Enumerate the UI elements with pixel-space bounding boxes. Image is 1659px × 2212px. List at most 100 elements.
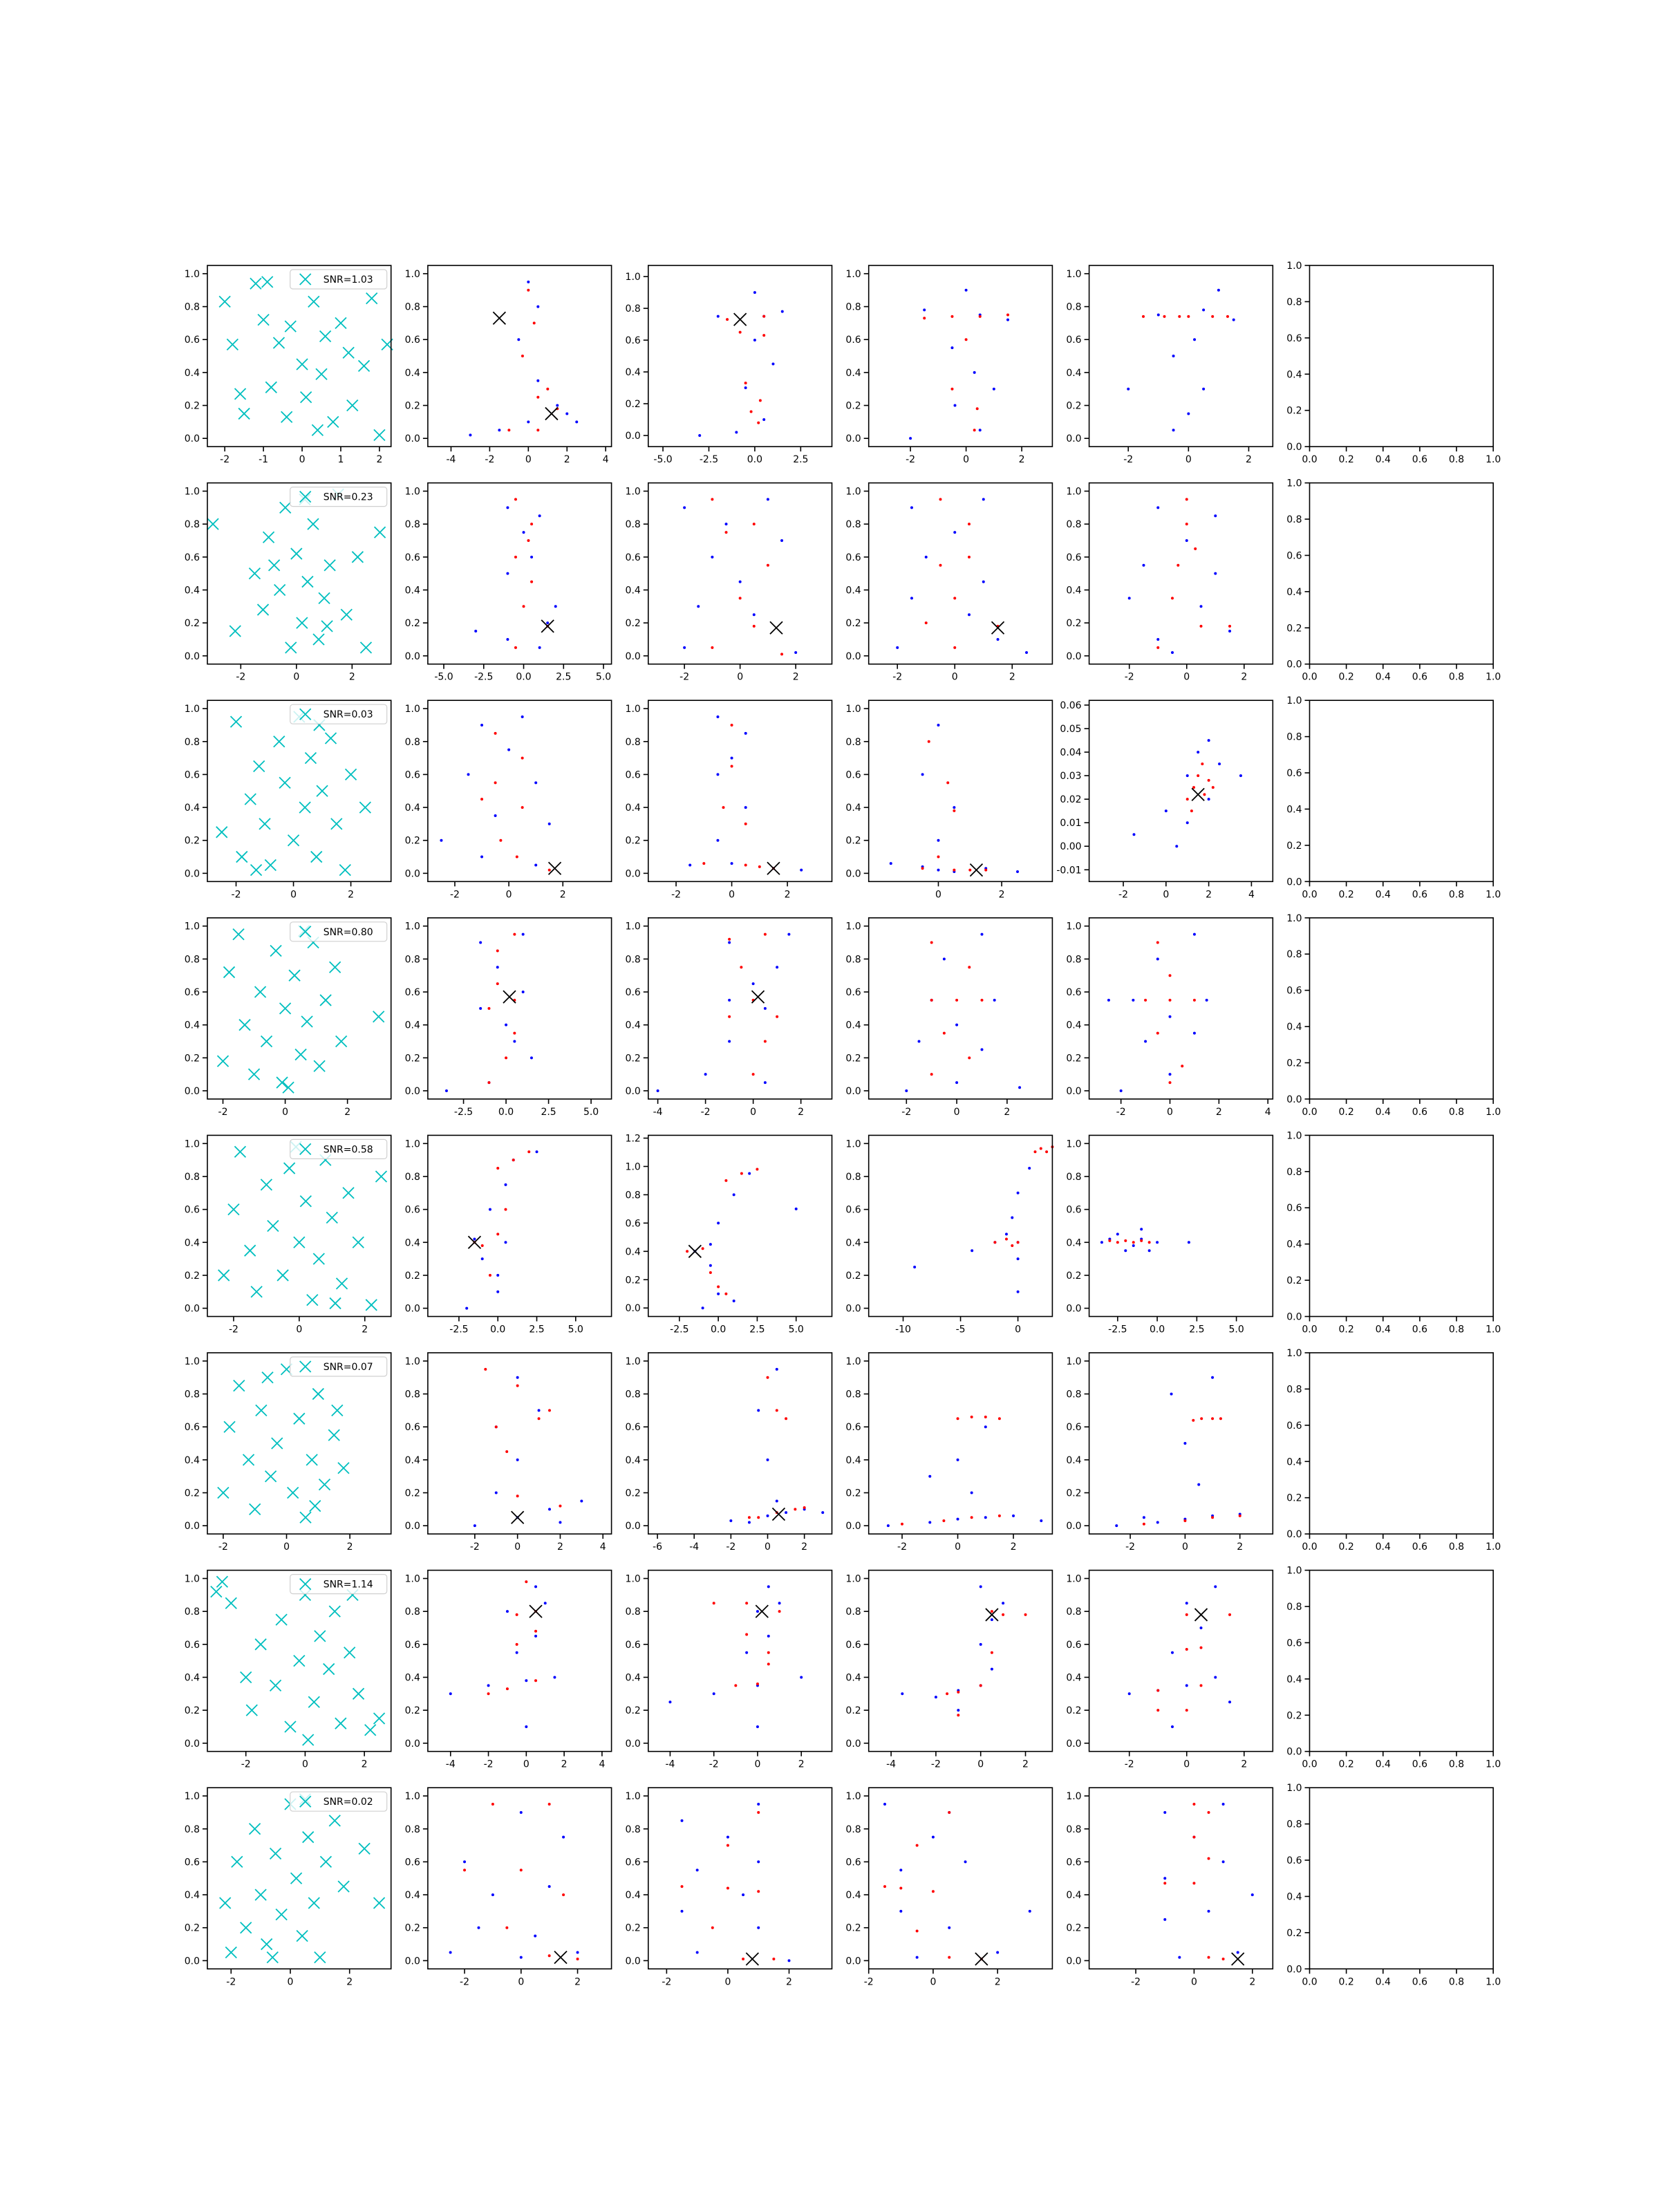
x-tick-label: 0 bbox=[1015, 1324, 1021, 1335]
point bbox=[1006, 313, 1009, 317]
point bbox=[695, 1951, 699, 1954]
x-tick-label: 4 bbox=[599, 1759, 605, 1770]
point bbox=[1236, 1951, 1239, 1954]
point bbox=[946, 781, 950, 785]
point bbox=[717, 1292, 720, 1295]
point bbox=[507, 429, 511, 432]
point bbox=[1177, 563, 1180, 567]
y-tick-label: 0.8 bbox=[1066, 1389, 1081, 1400]
y-tick-label: 0.4 bbox=[1066, 1020, 1081, 1031]
y-tick-label: 0.8 bbox=[845, 302, 861, 313]
point bbox=[927, 740, 930, 743]
point bbox=[293, 1412, 306, 1425]
point bbox=[521, 355, 524, 358]
y-tick-label: 0.4 bbox=[845, 803, 861, 814]
y-tick-label: 0.0 bbox=[1066, 651, 1081, 662]
x-tick-label: 5.0 bbox=[596, 672, 611, 683]
y-tick-label: 0.6 bbox=[185, 1857, 200, 1868]
x-tick-label: 2 bbox=[561, 1759, 568, 1770]
point bbox=[273, 735, 285, 748]
point bbox=[284, 1721, 297, 1733]
point bbox=[1025, 651, 1029, 655]
point bbox=[299, 1195, 312, 1208]
y-tick-label: 0.0 bbox=[626, 431, 641, 442]
x-tick-label: 0 bbox=[765, 1541, 771, 1553]
point bbox=[776, 1015, 779, 1018]
point bbox=[449, 1951, 452, 1954]
point bbox=[223, 966, 236, 979]
point bbox=[532, 321, 536, 325]
point bbox=[499, 838, 503, 842]
point bbox=[702, 862, 706, 865]
subplot: -2.5 0.0 2.5 5.0 0.0 0.2 0.4 0.6 0.8 1.0 bbox=[405, 1134, 612, 1335]
point bbox=[1011, 1216, 1014, 1219]
y-tick-label: -0.01 bbox=[1056, 865, 1081, 876]
point bbox=[956, 1517, 959, 1521]
point bbox=[1181, 1065, 1184, 1068]
point bbox=[889, 862, 892, 865]
x-tick-label: -4 bbox=[886, 1759, 896, 1770]
point bbox=[686, 1250, 689, 1253]
point bbox=[915, 1929, 919, 1933]
point bbox=[276, 1269, 289, 1282]
point bbox=[772, 1958, 776, 1961]
x-tick-label: 0.0 bbox=[490, 1324, 505, 1335]
point bbox=[1163, 1877, 1167, 1880]
point bbox=[1191, 787, 1205, 801]
point bbox=[749, 410, 753, 413]
x-tick-label: 0.6 bbox=[1412, 889, 1427, 900]
point bbox=[942, 1031, 946, 1035]
point bbox=[683, 506, 686, 509]
point bbox=[724, 523, 728, 526]
point bbox=[537, 1409, 541, 1412]
point bbox=[971, 1249, 974, 1253]
point bbox=[1194, 1608, 1208, 1622]
point bbox=[1197, 1483, 1201, 1486]
point bbox=[254, 1638, 267, 1651]
y-tick-label: 0.0 bbox=[626, 1738, 641, 1750]
point bbox=[530, 580, 534, 583]
point bbox=[519, 1956, 523, 1959]
x-tick-label: -4 bbox=[665, 1759, 675, 1770]
point bbox=[515, 855, 518, 859]
point bbox=[979, 1585, 982, 1588]
point bbox=[1197, 751, 1200, 754]
x-tick-label: -2 bbox=[232, 889, 241, 900]
point bbox=[930, 941, 933, 944]
point bbox=[1228, 624, 1232, 628]
point bbox=[716, 838, 720, 842]
axes-frame bbox=[427, 482, 612, 665]
x-tick-label: 0 bbox=[1185, 454, 1192, 465]
point bbox=[1140, 1239, 1143, 1242]
y-tick-label: 1.0 bbox=[1286, 1348, 1302, 1359]
point bbox=[742, 1893, 745, 1897]
point bbox=[1185, 798, 1189, 801]
point bbox=[896, 646, 899, 649]
point bbox=[525, 1679, 528, 1683]
point bbox=[984, 1516, 987, 1519]
x-tick-label: 0.0 bbox=[1302, 1107, 1317, 1118]
y-tick-label: 0.2 bbox=[1286, 1493, 1302, 1504]
point bbox=[968, 555, 971, 559]
point bbox=[487, 1692, 490, 1696]
point bbox=[244, 1244, 256, 1257]
x-tick-label: 2.5 bbox=[793, 454, 808, 465]
point bbox=[527, 1150, 531, 1154]
y-tick-label: 0.2 bbox=[1066, 1923, 1081, 1934]
y-tick-label: 0.8 bbox=[405, 302, 420, 313]
point bbox=[1124, 1249, 1127, 1253]
x-tick-label: -2.5 bbox=[474, 672, 493, 683]
y-tick-label: 0.2 bbox=[185, 1488, 200, 1499]
point bbox=[513, 1040, 516, 1043]
point bbox=[480, 1257, 484, 1261]
y-tick-label: 0.6 bbox=[1286, 1855, 1302, 1866]
x-tick-label: 0.0 bbox=[1302, 1541, 1317, 1553]
point bbox=[218, 1269, 230, 1282]
point bbox=[554, 605, 557, 608]
point bbox=[756, 1725, 759, 1728]
x-tick-label: 0.4 bbox=[1376, 1976, 1391, 1987]
point bbox=[1207, 1810, 1210, 1814]
point bbox=[968, 966, 971, 969]
point bbox=[328, 1429, 340, 1441]
point bbox=[1142, 315, 1145, 318]
